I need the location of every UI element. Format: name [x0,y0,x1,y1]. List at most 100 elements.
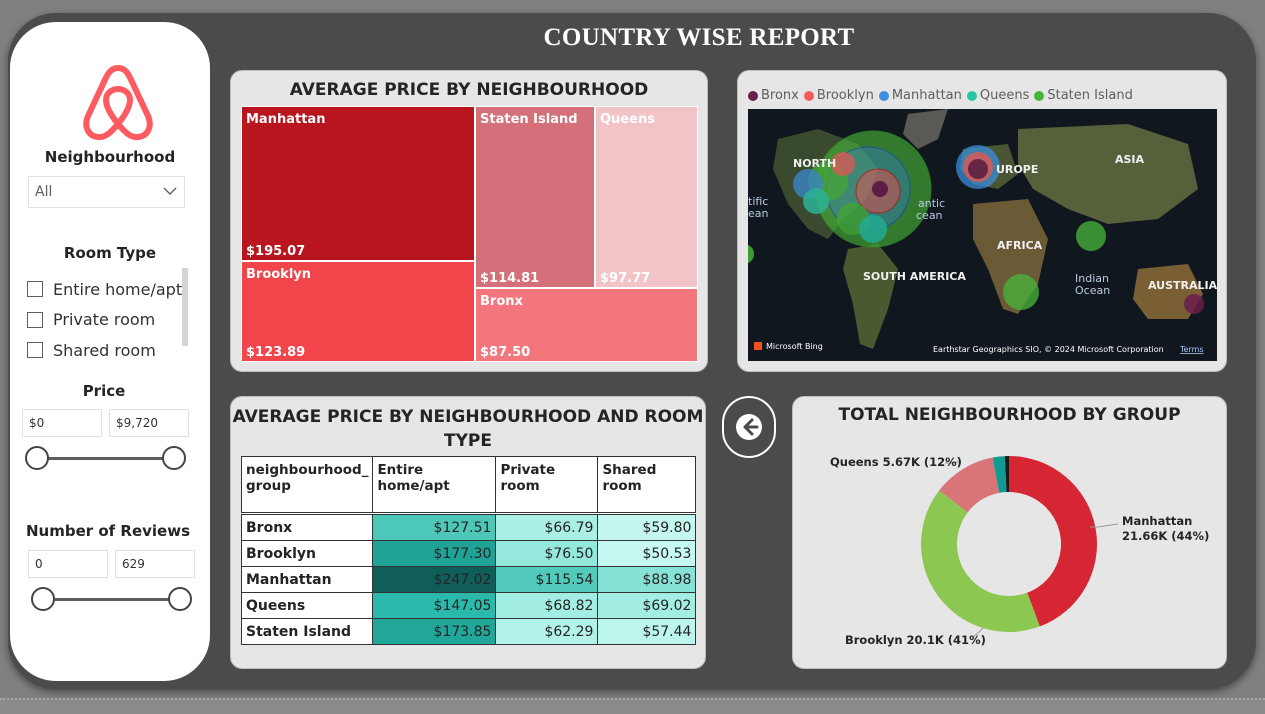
tile-value: $195.07 [246,244,306,259]
price-max-input[interactable]: $9,720 [109,409,189,437]
treemap-tile-bronx[interactable]: Bronx $87.50 [475,288,698,362]
treemap-tile-staten-island[interactable]: Staten Island $114.81 [475,106,595,288]
matrix-cell: $115.54 [495,566,599,593]
donut-chart[interactable] [793,397,1228,670]
legend-dot [878,90,889,101]
map-bubbles [748,130,1204,314]
row-label: Bronx [240,514,374,541]
label-line: Manhattan [1122,514,1193,528]
matrix-cell: $173.85 [372,618,497,645]
tile-value: $87.50 [480,345,531,360]
map-label-indian-ocean: Ocean [1075,284,1110,297]
price-slider-max-handle[interactable] [162,446,186,470]
matrix-header-row: neighbourhood_ group Entire home/apt Pri… [240,456,697,513]
tile-value: $97.77 [600,271,651,286]
donut-label-brooklyn: Brooklyn 20.1K (41%) [845,633,986,647]
room-type-option-entire[interactable]: Entire home/apt [27,274,182,305]
matrix-header[interactable]: Entire home/apt [372,456,497,513]
room-type-option-shared[interactable]: Shared room [27,335,182,366]
reviews-slider-max-handle[interactable] [168,587,192,611]
row-label: Queens [240,592,374,619]
map-label-australia: AUSTRALIA [1148,279,1217,292]
matrix-cell: $147.05 [372,592,497,619]
matrix-header[interactable]: Private room [495,456,599,513]
table-row: Bronx $127.51 $66.79 $59.80 [240,514,697,541]
legend-item-brooklyn[interactable]: Brooklyn [803,88,874,103]
leader-line-queens [945,460,962,464]
filter-sidebar: Neighbourhood All Room Type Entire home/… [10,22,210,681]
reviews-slicer-title: Number of Reviews [25,522,191,540]
bubble-queens [859,215,887,243]
tile-value: $123.89 [246,345,306,360]
map-label-indian: Indian [1075,272,1109,285]
map-copyright: Earthstar Geographics SIO, © 2024 Micros… [933,345,1164,354]
table-row: Manhattan $247.02 $115.54 $88.98 [240,566,697,593]
treemap-tile-brooklyn[interactable]: Brooklyn $123.89 [241,261,475,362]
donut-slice-bronx[interactable] [992,456,1007,493]
matrix-cell: $76.50 [495,540,599,567]
neighbourhood-dropdown[interactable]: All [28,176,185,208]
legend-label: Brooklyn [816,88,874,103]
legend-item-staten-island[interactable]: Staten Island [1034,88,1133,103]
donut-slice-queens[interactable] [939,457,1000,513]
legend-label: Queens [979,88,1030,103]
matrix-header[interactable]: neighbourhood_ group [240,456,374,513]
neighbourhood-selected-value: All [35,184,53,200]
map-brand: Microsoft Bing [766,342,823,351]
legend-dot [803,90,814,101]
bubble-bronx [1184,294,1204,314]
table-row: Staten Island $173.85 $62.29 $57.44 [240,618,697,645]
back-button[interactable] [722,396,776,458]
legend-item-queens[interactable]: Queens [966,88,1030,103]
map-label-north: NORTH [793,157,836,170]
checkbox[interactable] [27,342,43,359]
donut-slice-manhattan[interactable] [1009,456,1097,627]
legend-dot [748,90,758,101]
price-slicer-title: Price [82,382,126,400]
donut-slice-staten-island[interactable] [1004,456,1009,493]
matrix-cell: $57.44 [597,618,697,645]
price-slider-track[interactable] [38,457,174,460]
tile-label: Manhattan [246,112,326,127]
legend-label: Staten Island [1047,88,1133,103]
checkbox[interactable] [27,281,43,298]
bubble-staten-island [748,244,754,264]
map-attribution: Microsoft Bing Earthstar Geographics SIO… [754,342,1204,354]
matrix-header[interactable]: Shared room [597,456,697,513]
reviews-min-input[interactable]: 0 [28,550,108,578]
tile-label: Brooklyn [246,267,312,282]
checkbox[interactable] [27,311,43,328]
donut-title: TOTAL NEIGHBOURHOOD BY GROUP [838,405,1181,425]
room-type-option-private[interactable]: Private room [27,305,182,336]
reviews-slider-min-handle[interactable] [31,587,55,611]
room-type-option-label: Shared room [53,340,156,360]
legend-dot [966,90,977,101]
matrix-title: AVERAGE PRICE BY NEIGHBOURHOOD AND ROOM … [231,405,705,453]
legend-item-bronx[interactable]: Bronx [748,88,799,103]
map-card: Bronx Brooklyn Manhattan Queens Staten I… [737,70,1227,372]
room-type-option-label: Entire home/apt [53,279,183,299]
price-min-input[interactable]: $0 [22,409,102,437]
matrix-cell: $50.53 [597,540,697,567]
donut-card: TOTAL NEIGHBOURHOOD BY GROUP Manhattan 2… [792,396,1227,669]
room-type-scrollbar[interactable] [182,268,188,346]
reviews-slider-track[interactable] [44,598,180,601]
matrix-title-line1: AVERAGE PRICE BY NEIGHBOURHOOD AND ROOM [232,407,704,427]
page-navigation-strip [0,698,1265,714]
map-label-africa: AFRICA [997,239,1043,252]
treemap-tile-queens[interactable]: Queens $97.77 [595,106,698,288]
tile-label: Bronx [480,294,523,309]
donut-label-manhattan: Manhattan 21.66K (44%) [1122,514,1209,544]
asia-landmass [1018,124,1198,224]
matrix-cell: $59.80 [597,514,697,541]
legend-item-manhattan[interactable]: Manhattan [878,88,962,103]
report-title: COUNTRY WISE REPORT [543,24,855,51]
legend-label: Bronx [761,88,799,103]
donut-slice-brooklyn[interactable] [921,490,1040,632]
treemap-tile-manhattan[interactable]: Manhattan $195.07 [241,106,475,261]
world-map[interactable]: NORTH tific ean antic cean UROPE ASIA AF… [748,109,1217,361]
map-canvas: NORTH tific ean antic cean UROPE ASIA AF… [748,109,1217,354]
reviews-max-input[interactable]: 629 [115,550,195,578]
map-label-asia: ASIA [1115,153,1145,166]
price-slider-min-handle[interactable] [25,446,49,470]
